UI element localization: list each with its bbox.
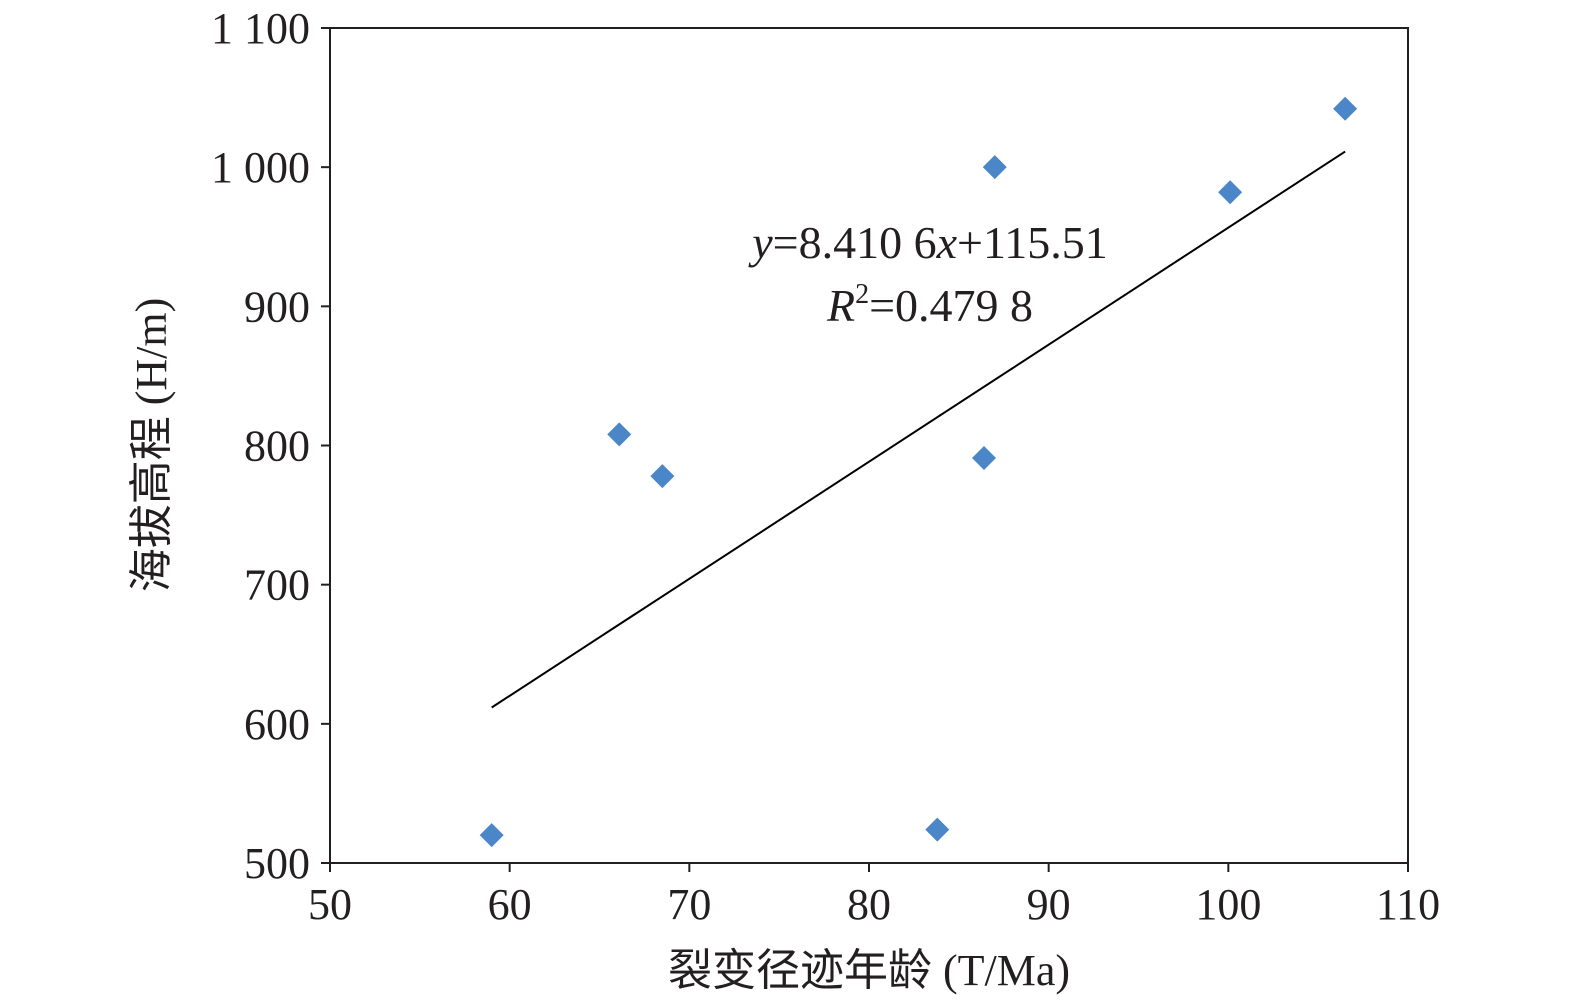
x-axis-title: 裂变径迹年龄 (T/Ma) (668, 946, 1070, 995)
plot-area (329, 27, 1409, 864)
y-tick-label: 1 100 (211, 4, 310, 53)
x-tick-label: 60 (488, 880, 532, 929)
trendline (491, 150, 1346, 709)
x-tick-label: 50 (308, 880, 352, 929)
x-tick-label: 90 (1027, 880, 1071, 929)
trendline-path (491, 150, 1346, 709)
data-point-marker (925, 817, 950, 842)
data-points (479, 96, 1358, 848)
y-tick-label: 500 (244, 839, 310, 888)
y-axis-title: 海拔高程 (H/m) (127, 298, 176, 593)
y-tick-label: 1 000 (211, 143, 310, 192)
data-point-marker (607, 422, 632, 447)
data-point-marker (1333, 96, 1358, 121)
r-squared-label: R2=0.479 8 (826, 279, 1033, 331)
data-point-marker (1218, 180, 1243, 205)
x-tick-label: 110 (1376, 880, 1440, 929)
x-tick-label: 100 (1195, 880, 1261, 929)
data-point-marker (650, 464, 675, 489)
x-tick-label: 70 (667, 880, 711, 929)
y-tick-label: 700 (244, 561, 310, 610)
data-point-marker (479, 823, 504, 848)
data-point-marker (971, 446, 996, 471)
data-point-marker (982, 155, 1007, 180)
y-tick-label: 600 (244, 700, 310, 749)
equation-label: y=8.410 6x+115.51 (748, 217, 1108, 268)
y-tick-label: 900 (244, 282, 310, 331)
y-tick-label: 800 (244, 422, 310, 471)
x-tick-label: 80 (847, 880, 891, 929)
y-axis-ticks: 500 600 700 800 900 1 000 1 100 (211, 4, 330, 888)
x-axis-ticks: 50 60 70 80 90 100 110 (308, 863, 1440, 929)
